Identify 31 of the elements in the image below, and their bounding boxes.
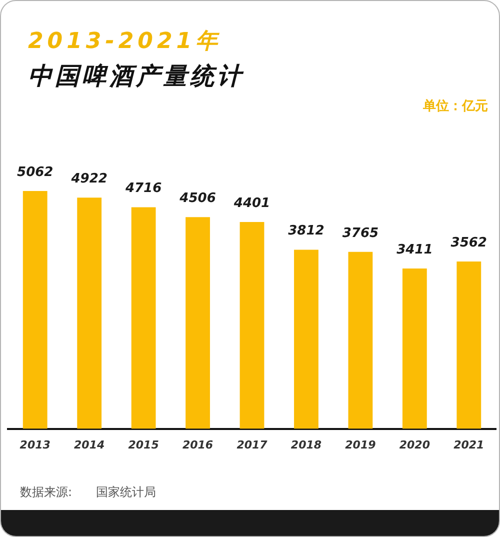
chart-subtitle: 2013-2021年 [28,28,222,56]
bar [131,207,156,429]
bar [456,261,482,429]
x-tick-label: 2015 [128,438,160,452]
x-tick-label: 2017 [236,438,268,452]
data-label: 3411 [396,242,433,258]
x-tick-label: 2018 [290,438,322,452]
data-label: 3562 [450,235,487,250]
data-label: 4506 [178,190,216,206]
data-label: 4716 [124,181,162,196]
bar [240,222,264,429]
source-note: 数据来源: 国家统计局 [20,484,156,501]
x-tick-label: 2013 [20,438,51,452]
data-label: 4401 [232,196,270,211]
bar [186,217,210,429]
bar [348,252,373,429]
data-label: 4922 [70,171,108,186]
bar [402,268,427,429]
x-tick-label: 2016 [182,438,214,452]
x-tick-label: 2021 [454,438,484,452]
bar [294,250,318,429]
x-tick-label: 2020 [399,438,430,452]
bar [22,191,48,429]
bar [77,198,102,429]
data-label: 3765 [342,226,379,241]
x-tick-label: 2014 [74,438,105,452]
chart-title: 中国啤酒产量统计 [28,61,244,92]
data-label: 3812 [288,224,324,239]
data-label: 5062 [17,164,54,180]
text: 单位：亿元 [423,98,488,115]
x-tick-label: 2019 [345,438,376,452]
